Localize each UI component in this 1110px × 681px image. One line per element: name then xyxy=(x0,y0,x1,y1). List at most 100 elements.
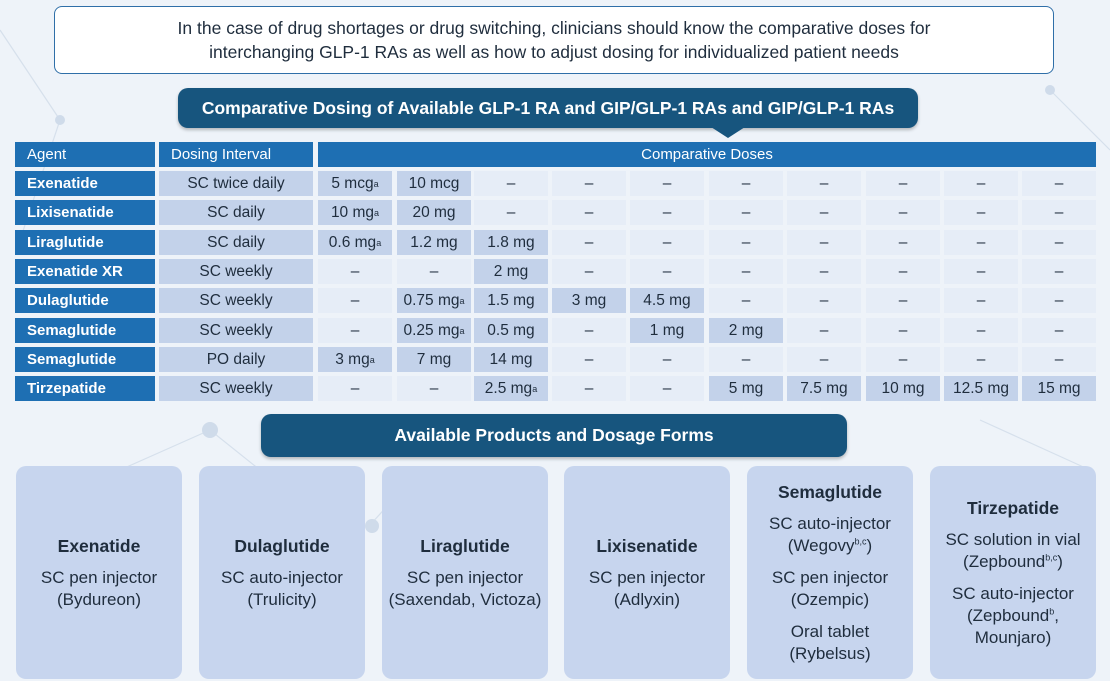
dose-cell: 1 mg xyxy=(630,318,704,343)
dose-cell: – xyxy=(1022,230,1096,255)
dose-cell: – xyxy=(552,200,626,225)
dosage-form: SC pen injector (Ozempic) xyxy=(772,567,888,611)
dosage-form: SC auto-injector (Zepboundb, Mounjaro) xyxy=(952,583,1074,649)
dosage-form: SC pen injector (Bydureon) xyxy=(41,567,157,611)
interval-cell: SC weekly xyxy=(159,318,313,343)
dose-cell: – xyxy=(1022,347,1096,372)
dosage-form-brand: (Saxendab, Victoza) xyxy=(388,589,542,609)
dose-cell: – xyxy=(709,259,783,284)
dose-cell: – xyxy=(787,230,861,255)
product-name: Dulaglutide xyxy=(234,535,330,556)
dosage-form-type: SC solution in vial xyxy=(945,529,1081,549)
dose-cell: 4.5 mg xyxy=(630,288,704,313)
dose-cell: – xyxy=(709,230,783,255)
intro-line-2: interchanging GLP-1 RAs as well as how t… xyxy=(209,42,899,62)
dose-cell: – xyxy=(1022,171,1096,196)
dosage-form: SC pen injector (Saxendab, Victoza) xyxy=(389,567,542,611)
dose-cell: – xyxy=(552,259,626,284)
dose-cell: – xyxy=(866,288,940,313)
dosing-banner: Comparative Dosing of Available GLP-1 RA… xyxy=(178,88,918,138)
dose-cell: – xyxy=(866,200,940,225)
product-card: Liraglutide SC pen injector (Saxendab, Vic… xyxy=(382,466,548,679)
dose-cell: – xyxy=(318,376,392,401)
interval-cell: SC weekly xyxy=(159,259,313,284)
dose-cell: – xyxy=(552,171,626,196)
dose-cell: – xyxy=(630,376,704,401)
product-card: Exenatide SC pen injector (Bydureon) xyxy=(16,466,182,679)
interval-cell: SC twice daily xyxy=(159,171,313,196)
agent-cell: Dulaglutide xyxy=(15,288,155,313)
dosage-form-brand: (Zepboundb,c) xyxy=(963,551,1063,571)
interval-cell: SC daily xyxy=(159,200,313,225)
dose-cell: – xyxy=(787,171,861,196)
product-card: Tirzepatide SC solution in vial (Zepboundb… xyxy=(930,466,1096,679)
dose-cell: 2.5 mg a xyxy=(474,376,548,401)
dose-cell: – xyxy=(866,347,940,372)
dose-cell: 5 mg xyxy=(709,376,783,401)
dose-cell: 15 mg xyxy=(1022,376,1096,401)
dose-cell: 1.8 mg xyxy=(474,230,548,255)
dose-cell: – xyxy=(787,259,861,284)
dose-cell: – xyxy=(866,318,940,343)
intro-line-1: In the case of drug shortages or drug sw… xyxy=(177,18,931,38)
dose-cell: 14 mg xyxy=(474,347,548,372)
dose-cell: 3 mg xyxy=(552,288,626,313)
product-card: Lixisenatide SC pen injector (Adlyxin) xyxy=(564,466,730,679)
dose-cell: 10 mg xyxy=(866,376,940,401)
dosage-form-type: Oral tablet xyxy=(790,621,870,641)
dose-cell: – xyxy=(630,347,704,372)
dosage-form: SC auto-injector (Wegovyb,c) xyxy=(769,513,891,557)
dose-cell: 2 mg xyxy=(709,318,783,343)
dose-cell: – xyxy=(318,318,392,343)
dose-cell: 2 mg xyxy=(474,259,548,284)
dose-cell: – xyxy=(1022,318,1096,343)
dosage-form: SC pen injector (Adlyxin) xyxy=(589,567,705,611)
dose-cell: 20 mg xyxy=(397,200,471,225)
dosage-form-type: SC auto-injector xyxy=(952,583,1074,603)
header-agent: Agent xyxy=(15,142,155,167)
dose-cell: – xyxy=(944,200,1018,225)
dosage-form-type: SC pen injector xyxy=(588,567,706,587)
dose-cell: – xyxy=(944,171,1018,196)
dose-cell: 0.25 mg a xyxy=(397,318,471,343)
dose-cell: – xyxy=(630,200,704,225)
dose-cell: 0.6 mg a xyxy=(318,230,392,255)
dosage-form-brand: (Zepboundb, xyxy=(967,605,1059,625)
dosage-form: SC solution in vial (Zepboundb,c) xyxy=(945,529,1080,573)
dosage-form-brand: Mounjaro) xyxy=(974,627,1052,647)
dosage-form-type: SC auto-injector xyxy=(769,513,891,533)
dosage-form-brand: (Bydureon) xyxy=(56,589,142,609)
dose-cell: – xyxy=(630,230,704,255)
dose-cell: – xyxy=(787,347,861,372)
dose-cell: 10 mcg xyxy=(397,171,471,196)
interval-cell: SC weekly xyxy=(159,288,313,313)
product-name: Tirzepatide xyxy=(966,497,1060,518)
dose-cell: – xyxy=(318,288,392,313)
dose-cell: – xyxy=(787,318,861,343)
agent-cell: Lixisenatide xyxy=(15,200,155,225)
header-comparative-doses: Comparative Doses xyxy=(318,142,1096,167)
dose-cell: – xyxy=(552,230,626,255)
dosing-banner-title: Comparative Dosing of Available GLP-1 RA… xyxy=(201,97,895,118)
agent-cell: Semaglutide xyxy=(15,347,155,372)
dose-cell: – xyxy=(944,230,1018,255)
dosage-form-type: SC pen injector xyxy=(771,567,889,587)
product-name: Liraglutide xyxy=(420,535,510,556)
dosage-form-brand: (Wegovyb,c) xyxy=(787,535,873,555)
dosage-form-type: SC pen injector xyxy=(40,567,158,587)
dose-cell: 7.5 mg xyxy=(787,376,861,401)
header-dosing-interval: Dosing Interval xyxy=(159,142,313,167)
product-name: Exenatide xyxy=(57,535,141,556)
dose-cell: – xyxy=(866,259,940,284)
agent-cell: Exenatide xyxy=(15,171,155,196)
dose-cell: – xyxy=(944,347,1018,372)
product-name: Lixisenatide xyxy=(596,535,698,556)
dose-cell: – xyxy=(552,318,626,343)
dose-cell: – xyxy=(709,288,783,313)
dosage-form: SC auto-injector (Trulicity) xyxy=(221,567,343,611)
dose-cell: – xyxy=(397,376,471,401)
agent-cell: Semaglutide xyxy=(15,318,155,343)
dose-cell: 5 mcg a xyxy=(318,171,392,196)
dose-cell: – xyxy=(709,200,783,225)
dose-cell: 1.2 mg xyxy=(397,230,471,255)
